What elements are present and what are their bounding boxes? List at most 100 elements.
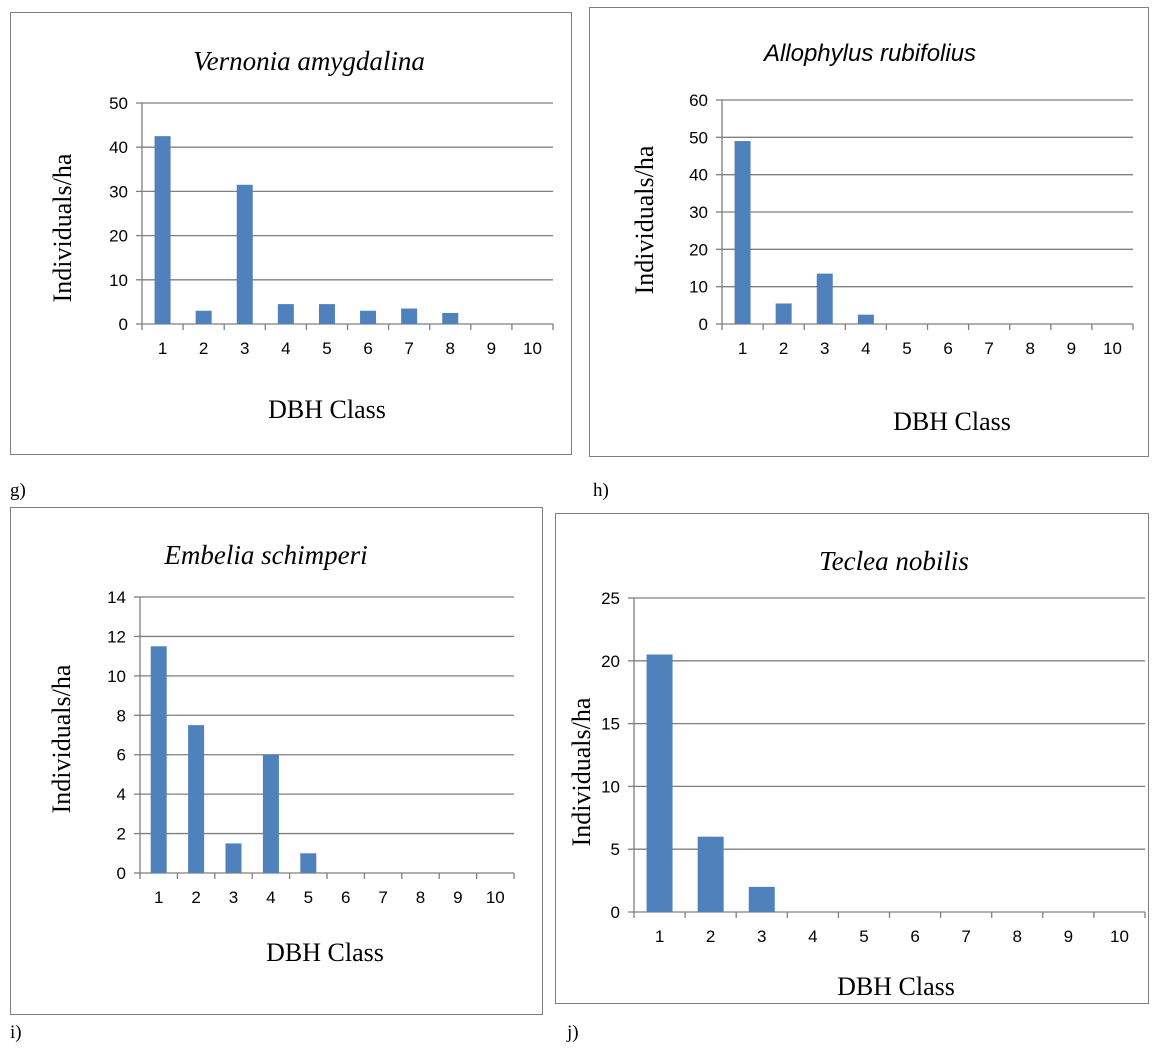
chart-title: Teclea nobilis — [819, 546, 969, 576]
bar — [360, 310, 377, 324]
y-tick-label: 0 — [611, 903, 620, 922]
bar — [857, 314, 874, 324]
bar — [442, 312, 459, 324]
y-tick-label: 10 — [689, 278, 708, 297]
y-tick-label: 40 — [689, 166, 708, 185]
y-tick-label: 10 — [107, 667, 126, 686]
y-tick-label: 10 — [109, 271, 128, 290]
x-tick-label: 6 — [363, 339, 372, 358]
x-tick-label: 6 — [341, 888, 350, 907]
bar — [150, 646, 167, 873]
bar — [646, 654, 673, 912]
chart-panel-h: Allophylus rubifolius 0 10 20 30 40 50 60 1 2 3 4… — [589, 7, 1149, 457]
x-tick-label: 3 — [820, 339, 829, 358]
bar — [300, 853, 317, 873]
y-tick-label: 12 — [107, 627, 126, 646]
y-tick-label: 6 — [117, 746, 126, 765]
x-axis-label: DBH Class — [837, 972, 955, 1001]
x-tick-label: 5 — [304, 888, 313, 907]
y-axis-label: Individuals/ha — [47, 664, 76, 813]
bar — [225, 843, 242, 873]
x-tick-label: 2 — [199, 339, 208, 358]
chart-svg-h: Allophylus rubifolius 0 10 20 30 40 50 60 1 2 3 4… — [630, 40, 1134, 436]
bar — [401, 308, 418, 324]
x-tick-label: 5 — [902, 339, 911, 358]
bar — [734, 141, 751, 324]
y-tick-label: 2 — [117, 825, 126, 844]
x-tick-label: 7 — [984, 339, 993, 358]
x-tick-label: 8 — [416, 888, 425, 907]
panel-label-i: i) — [10, 1022, 22, 1043]
chart-panel-j: Teclea nobilis 0 5 10 15 20 25 1 2 3 4 5 6 7 8 9 10 DB… — [555, 513, 1149, 1004]
y-axis-label: Individuals/ha — [567, 697, 596, 846]
bar — [318, 304, 335, 324]
x-tick-label: 8 — [446, 339, 455, 358]
x-tick-label: 10 — [523, 339, 542, 358]
x-tick-label: 4 — [281, 339, 290, 358]
x-tick-label: 8 — [1013, 927, 1022, 946]
x-tick-label: 3 — [757, 927, 766, 946]
x-tick-label: 1 — [738, 339, 747, 358]
y-tick-label: 50 — [689, 128, 708, 147]
x-tick-label: 2 — [706, 927, 715, 946]
x-tick-label: 1 — [154, 888, 163, 907]
panel-label-h: h) — [593, 480, 609, 501]
y-tick-label: 4 — [117, 785, 126, 804]
x-tick-label: 4 — [808, 927, 817, 946]
bar — [748, 886, 775, 912]
y-tick-label: 15 — [601, 715, 620, 734]
x-tick-label: 10 — [1110, 927, 1129, 946]
chart-svg-g: Vernonia amygdalina 0 10 20 30 40 50 1 2 3 4 5 6 7 8… — [48, 46, 554, 424]
y-tick-label: 0 — [699, 315, 708, 334]
x-tick-label: 6 — [910, 927, 919, 946]
y-axis-label: Individuals/ha — [48, 153, 77, 302]
y-tick-label: 25 — [601, 589, 620, 608]
y-tick-label: 0 — [119, 315, 128, 334]
bar — [262, 754, 279, 873]
bar — [697, 836, 724, 912]
x-tick-label: 9 — [453, 888, 462, 907]
x-tick-label: 9 — [487, 339, 496, 358]
x-tick-label: 5 — [859, 927, 868, 946]
bar — [236, 184, 253, 324]
y-tick-label: 20 — [601, 652, 620, 671]
chart-title: Embelia schimperi — [163, 540, 367, 570]
bar — [154, 136, 171, 324]
x-tick-label: 7 — [961, 927, 970, 946]
x-tick-label: 8 — [1026, 339, 1035, 358]
y-tick-label: 60 — [689, 91, 708, 110]
chart-title: Vernonia amygdalina — [193, 46, 425, 76]
y-tick-label: 20 — [689, 240, 708, 259]
chart-panel-g: Vernonia amygdalina 0 10 20 30 40 50 1 2 3 4 5 6 7 8… — [10, 12, 572, 455]
x-tick-label: 7 — [378, 888, 387, 907]
bar — [195, 310, 212, 324]
y-tick-label: 10 — [601, 777, 620, 796]
y-tick-label: 5 — [611, 840, 620, 859]
x-axis-label: DBH Class — [266, 938, 384, 967]
bar — [277, 304, 294, 324]
bar — [816, 273, 833, 324]
x-tick-label: 2 — [779, 339, 788, 358]
bar — [188, 725, 205, 873]
panel-label-j: j) — [567, 1022, 579, 1043]
bar — [775, 303, 792, 324]
chart-title: Allophylus rubifolius — [762, 40, 976, 67]
x-tick-label: 10 — [486, 888, 505, 907]
y-tick-label: 14 — [107, 588, 126, 607]
x-tick-label: 3 — [240, 339, 249, 358]
x-axis-label: DBH Class — [893, 407, 1011, 436]
y-tick-label: 30 — [689, 203, 708, 222]
x-axis-label: DBH Class — [268, 395, 386, 424]
x-tick-label: 5 — [322, 339, 331, 358]
x-tick-label: 1 — [655, 927, 664, 946]
y-tick-label: 40 — [109, 138, 128, 157]
x-tick-label: 2 — [191, 888, 200, 907]
x-tick-label: 4 — [266, 888, 275, 907]
x-tick-label: 1 — [158, 339, 167, 358]
y-tick-label: 30 — [109, 182, 128, 201]
x-tick-label: 7 — [404, 339, 413, 358]
y-axis-label: Individuals/ha — [630, 145, 659, 294]
x-tick-label: 3 — [229, 888, 238, 907]
